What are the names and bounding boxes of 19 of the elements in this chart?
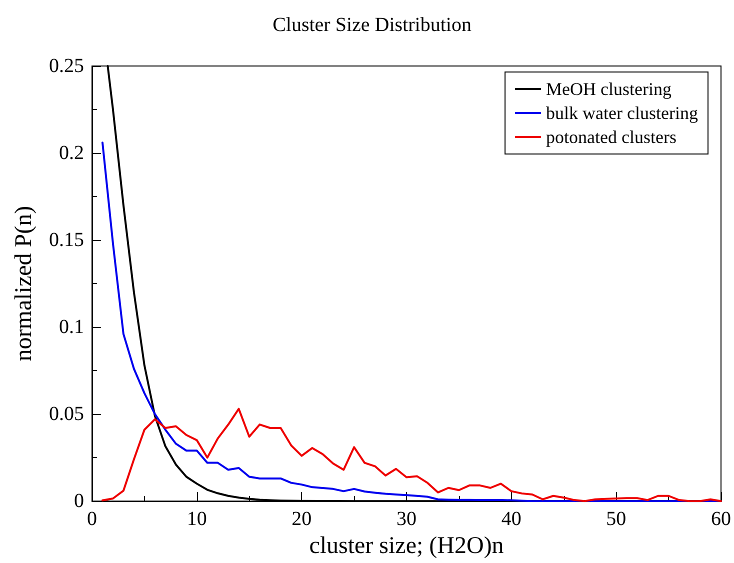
- legend-label: MeOH clustering: [546, 79, 672, 99]
- legend-label: potonated clusters: [546, 127, 677, 147]
- line-series: [101, 408, 722, 502]
- x-tick-label: 50: [606, 508, 626, 530]
- chart-title: Cluster Size Distribution: [272, 14, 472, 36]
- y-tick-label: 0: [74, 490, 84, 512]
- x-axis-title: cluster size; (H2O)n: [309, 533, 504, 559]
- y-tick-label: 0.2: [59, 142, 84, 164]
- x-tick-label: 20: [292, 508, 312, 530]
- y-tick-label: 0.05: [49, 403, 84, 426]
- legend-label: bulk water clustering: [546, 103, 698, 123]
- y-tick-label: 0.15: [49, 229, 84, 252]
- x-tick-label: 60: [711, 508, 731, 530]
- y-tick-label: 0.1: [59, 316, 84, 338]
- x-tick-label: 40: [501, 508, 522, 530]
- x-tick-label: 10: [186, 508, 207, 530]
- y-tick-label: 0.25: [49, 55, 84, 77]
- y-axis-title: normalized P(n): [11, 206, 37, 362]
- x-tick-label: 30: [396, 508, 416, 530]
